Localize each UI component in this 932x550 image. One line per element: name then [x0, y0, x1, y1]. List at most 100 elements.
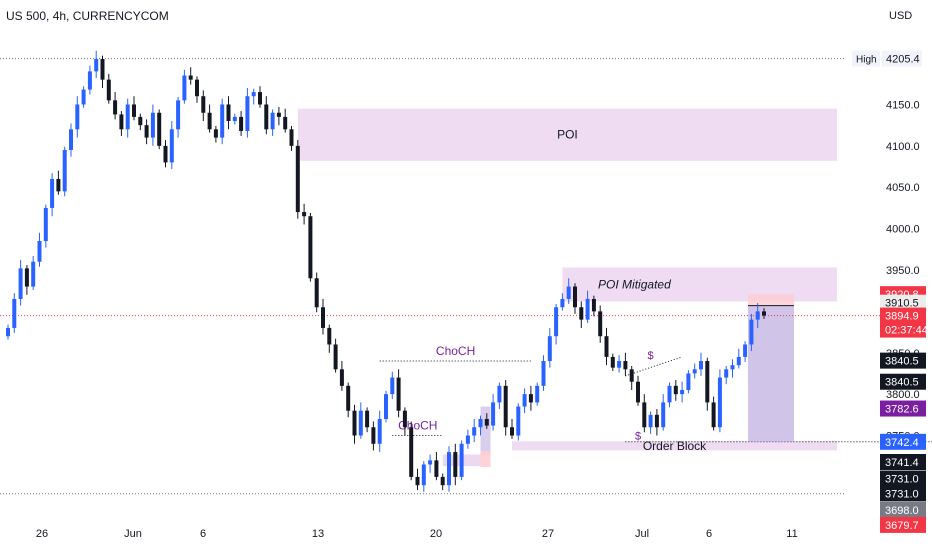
candle-body	[207, 112, 212, 130]
x-tick-label: 26	[36, 528, 48, 540]
candle-body	[440, 476, 445, 486]
candle-body	[585, 298, 590, 320]
candle-body	[421, 464, 426, 486]
candle-body	[623, 361, 628, 370]
candle-body	[598, 311, 603, 337]
candle-body	[673, 385, 678, 395]
chart-title: US 500, 4h, CURRENCYCOM	[6, 9, 169, 23]
candle-body	[434, 460, 439, 477]
candle-body	[749, 319, 754, 345]
price-badge	[880, 470, 926, 487]
candle-body	[522, 394, 527, 407]
candle-body	[276, 112, 281, 117]
price-badge-label: 3840.5	[885, 356, 919, 368]
candle-body	[415, 476, 420, 486]
candle-body	[516, 406, 521, 436]
high-value: 4205.4	[886, 54, 920, 66]
candle-body	[75, 104, 80, 130]
candle-body	[308, 216, 313, 279]
candle-body	[472, 427, 477, 436]
candle-body	[119, 114, 124, 130]
candle-body	[402, 410, 407, 428]
x-tick-label: 13	[312, 528, 324, 540]
candle-body	[270, 112, 275, 130]
candle-body	[18, 268, 23, 299]
bounce-box	[480, 406, 491, 455]
candle-body	[636, 381, 640, 403]
candle-body	[730, 365, 735, 370]
candle-body	[724, 369, 729, 378]
price-badge-label: 3910.5	[885, 298, 919, 310]
candle-body	[251, 92, 256, 97]
candle-body	[762, 311, 766, 316]
candle-body	[396, 377, 401, 411]
annotation-label: $	[648, 350, 654, 362]
candle-body	[743, 344, 748, 357]
x-tick-label: 20	[430, 528, 442, 540]
candle-body	[617, 361, 622, 368]
price-badge	[880, 502, 926, 518]
candle-body	[711, 402, 716, 428]
high-label: High	[856, 55, 877, 66]
price-badge-label: 3679.7	[885, 520, 919, 532]
candle-body	[295, 145, 300, 213]
price-badge	[880, 433, 926, 450]
x-tick-label: 6	[200, 528, 206, 540]
candle-body	[346, 385, 351, 411]
candle-body	[554, 307, 559, 337]
candle-body	[195, 79, 199, 97]
candle-body	[327, 327, 332, 345]
candle-body	[686, 373, 691, 390]
zone-label: Order Block	[643, 439, 707, 453]
liquidity-line	[625, 356, 683, 377]
candle-body	[736, 356, 741, 366]
candle-body	[573, 286, 577, 308]
candle-body	[560, 298, 565, 308]
currency-label[interactable]: USD	[889, 10, 913, 22]
price-badge-label: 3741.4	[885, 457, 919, 469]
zone-label: POI Mitigated	[598, 277, 671, 291]
candle-body	[232, 116, 237, 122]
candle-body	[591, 298, 596, 312]
candle-body	[755, 311, 760, 320]
price-badge-label: 3894.9	[885, 311, 919, 323]
candle-body	[699, 361, 703, 370]
short-stop-zone	[748, 294, 794, 306]
candle-body	[201, 96, 206, 113]
price-badge-label: 3840.5	[885, 377, 919, 389]
candle-body	[484, 418, 489, 426]
price-badge	[880, 321, 926, 338]
candle-body	[125, 104, 130, 130]
candle-body	[371, 427, 376, 444]
x-tick-label: Jun	[124, 528, 142, 540]
high-value-tag	[882, 50, 922, 67]
candle-body	[289, 129, 294, 146]
price-badge-label: 3731.0	[885, 474, 919, 486]
bounce-stop-box	[480, 451, 491, 467]
candle-body	[717, 377, 722, 428]
candle-body	[81, 89, 86, 105]
price-badge	[880, 307, 926, 324]
y-tick-label: 4050.0	[886, 182, 920, 194]
candle-body	[604, 336, 609, 357]
candle-body	[302, 212, 307, 217]
candle-body	[648, 414, 653, 428]
candle-body	[157, 112, 162, 146]
price-badge-label: 3698.0	[885, 505, 919, 517]
candle-body	[428, 460, 433, 465]
candle-body	[333, 344, 338, 370]
candle-body	[579, 307, 584, 320]
candle-body	[453, 452, 458, 477]
candle-body	[43, 207, 48, 242]
candle-body	[138, 116, 143, 126]
candle-body	[528, 394, 533, 403]
annotation-label: $	[635, 430, 641, 442]
candle-body	[314, 278, 319, 308]
zone-label: POI	[557, 128, 578, 142]
candle-body	[245, 96, 250, 131]
x-tick-label: 27	[542, 528, 554, 540]
price-badge-label: 3742.4	[885, 437, 919, 449]
candle-body	[94, 58, 99, 72]
candle-body	[692, 369, 697, 374]
